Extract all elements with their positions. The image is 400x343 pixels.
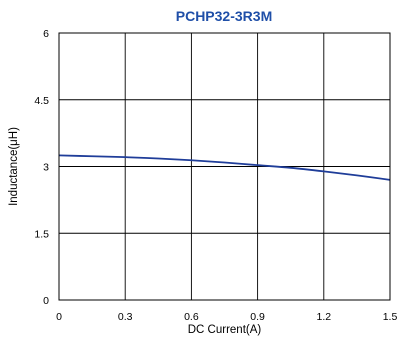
- series-layer: [58, 154, 391, 181]
- y-tick-label-4: 6: [43, 28, 49, 40]
- y-tick-labels: 0 1.5 3 4.5 6: [34, 28, 49, 307]
- grid: [59, 33, 390, 300]
- y-tick-label-1: 1.5: [34, 228, 49, 240]
- y-tick-label-3: 4.5: [34, 95, 49, 107]
- x-tick-label-1: 0.3: [118, 311, 133, 323]
- y-tick-label-2: 3: [43, 162, 49, 174]
- y-tick-label-0: 0: [43, 295, 49, 307]
- x-tick-label-4: 1.2: [316, 311, 331, 323]
- x-tick-labels: 0 0.3 0.6 0.9 1.2 1.5: [56, 311, 397, 323]
- x-tick-label-0: 0: [56, 311, 62, 323]
- x-tick-label-3: 0.9: [250, 311, 265, 323]
- chart-title: PCHP32-3R3M: [176, 8, 272, 24]
- plot-frame: [58, 32, 391, 301]
- x-tick-label-2: 0.6: [184, 311, 199, 323]
- series-line-0: [58, 154, 391, 181]
- y-axis-label: Inductance(μH): [8, 127, 20, 206]
- x-tick-label-5: 1.5: [383, 311, 398, 323]
- x-axis-label: DC Current(A): [188, 324, 262, 336]
